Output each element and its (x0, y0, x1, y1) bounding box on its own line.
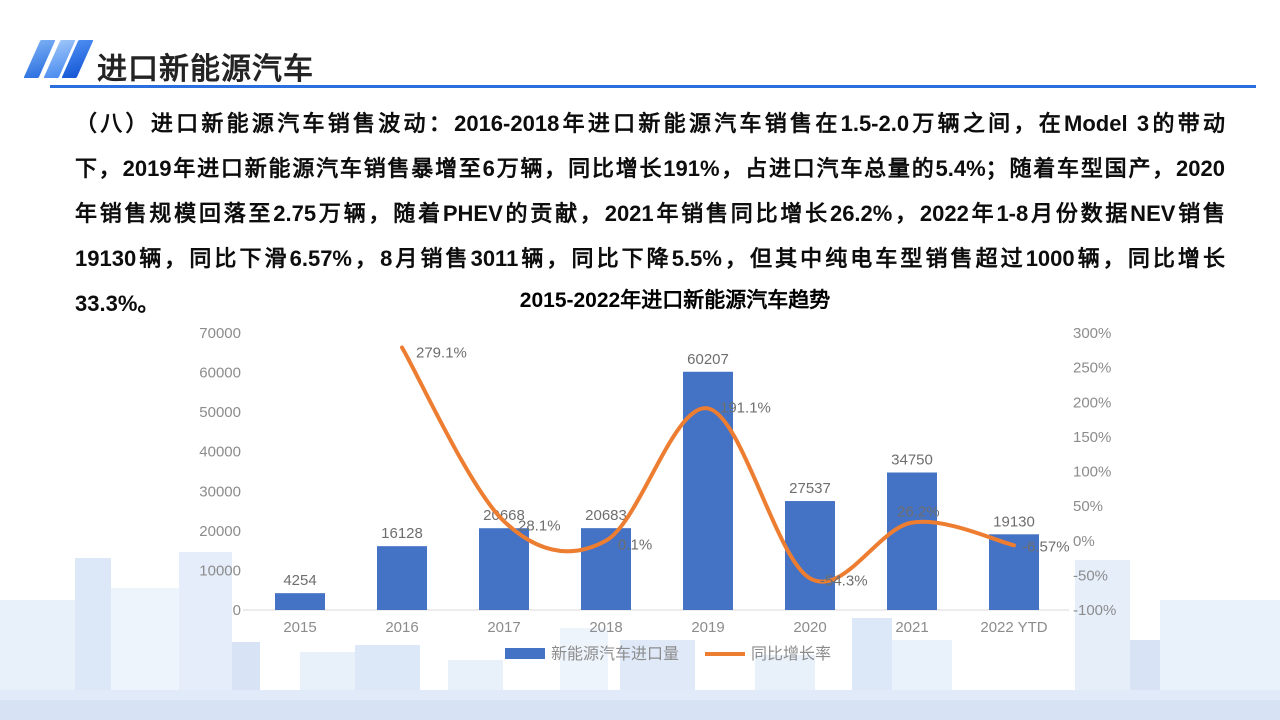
x-axis-label: 2021 (895, 619, 928, 636)
chart-title: 2015-2022年进口新能源汽车趋势 (519, 289, 831, 312)
left-axis-tick: 0 (233, 602, 241, 619)
bar-2019 (683, 371, 733, 610)
paragraph-line: 下，2019年进口新能源汽车销售暴增至6万辆，同比增长191%，占进口汽车总量的… (75, 156, 1225, 181)
growth-rate-line (400, 345, 1016, 584)
slide-header: 进口新能源汽车 (0, 0, 1280, 92)
right-axis-tick: 0% (1073, 533, 1095, 550)
bar-value-label: 4254 (283, 572, 316, 589)
bar-value-label: 27537 (789, 480, 831, 497)
bar-value-label: 16128 (381, 525, 423, 542)
page-title: 进口新能源汽车 (97, 53, 314, 86)
left-axis-tick: 50000 (199, 404, 241, 421)
x-axis-label: 2015 (283, 619, 316, 636)
combo-chart: 0 10000 20000 30000 40000 50000 60000 70000 300%… (199, 325, 1116, 663)
legend-bar-label: 新能源汽车进口量 (551, 645, 679, 663)
legend-bar-swatch (505, 648, 545, 659)
left-axis-tick: 60000 (199, 365, 241, 382)
line-value-label: 0.1% (618, 537, 652, 554)
x-axis-label: 2016 (385, 619, 418, 636)
x-axis-label: 2020 (793, 619, 826, 636)
bar-value-label: 34750 (891, 451, 933, 468)
line-value-label: 191.1% (720, 399, 771, 416)
line-value-label: 26.2% (897, 504, 940, 521)
left-axis-tick: 10000 (199, 562, 241, 579)
line-value-label: 279.1% (416, 344, 467, 361)
x-axis-label: 2019 (691, 619, 724, 636)
right-axis-tick: 150% (1073, 429, 1111, 446)
bar-value-label: 60207 (687, 351, 729, 368)
right-axis-tick: 50% (1073, 498, 1103, 515)
bar-2015 (275, 593, 325, 610)
paragraph-line: 33.3%。 (75, 291, 160, 316)
bar-2016 (377, 546, 427, 610)
bar-2017 (479, 528, 529, 610)
left-axis-tick: 30000 (199, 483, 241, 500)
line-value-label: -6.57% (1022, 538, 1070, 555)
x-axis-label: 2022 YTD (980, 619, 1047, 636)
paragraph-line: 年销售规模回落至2.75万辆，随着PHEV的贡献，2021年销售同比增长26.2… (75, 201, 1225, 226)
paragraph-line: 19130辆，同比下滑6.57%，8月销售3011辆，同比下降5.5%，但其中纯… (75, 246, 1225, 271)
legend-line-label: 同比增长率 (751, 645, 831, 663)
x-axis-label: 2018 (589, 619, 622, 636)
right-axis-tick: 100% (1073, 464, 1111, 481)
right-axis-tick: 200% (1073, 394, 1111, 411)
left-axis-tick: 20000 (199, 523, 241, 540)
left-axis-tick: 40000 (199, 444, 241, 461)
right-axis-tick: -50% (1073, 567, 1108, 584)
paragraph-line: （八）进口新能源汽车销售波动：2016-2018年进口新能源汽车销售在1.5-2… (75, 111, 1225, 136)
right-axis-tick: -100% (1073, 602, 1116, 619)
bar-2020 (785, 501, 835, 610)
bar-value-label: 19130 (993, 513, 1035, 530)
body-paragraph: （八）进口新能源汽车销售波动：2016-2018年进口新能源汽车销售在1.5-2… (75, 101, 1225, 326)
right-axis-tick: 250% (1073, 360, 1111, 377)
line-value-label: -54.3% (820, 572, 868, 589)
left-axis-tick: 70000 (199, 325, 241, 342)
bar-2021 (887, 472, 937, 610)
header-underline (50, 85, 1256, 88)
line-value-label: 28.1% (518, 517, 561, 534)
city-skyline-decoration (0, 552, 1280, 720)
bar-value-label: 20683 (585, 507, 627, 524)
right-axis-tick: 300% (1073, 325, 1111, 342)
x-axis-label: 2017 (487, 619, 520, 636)
